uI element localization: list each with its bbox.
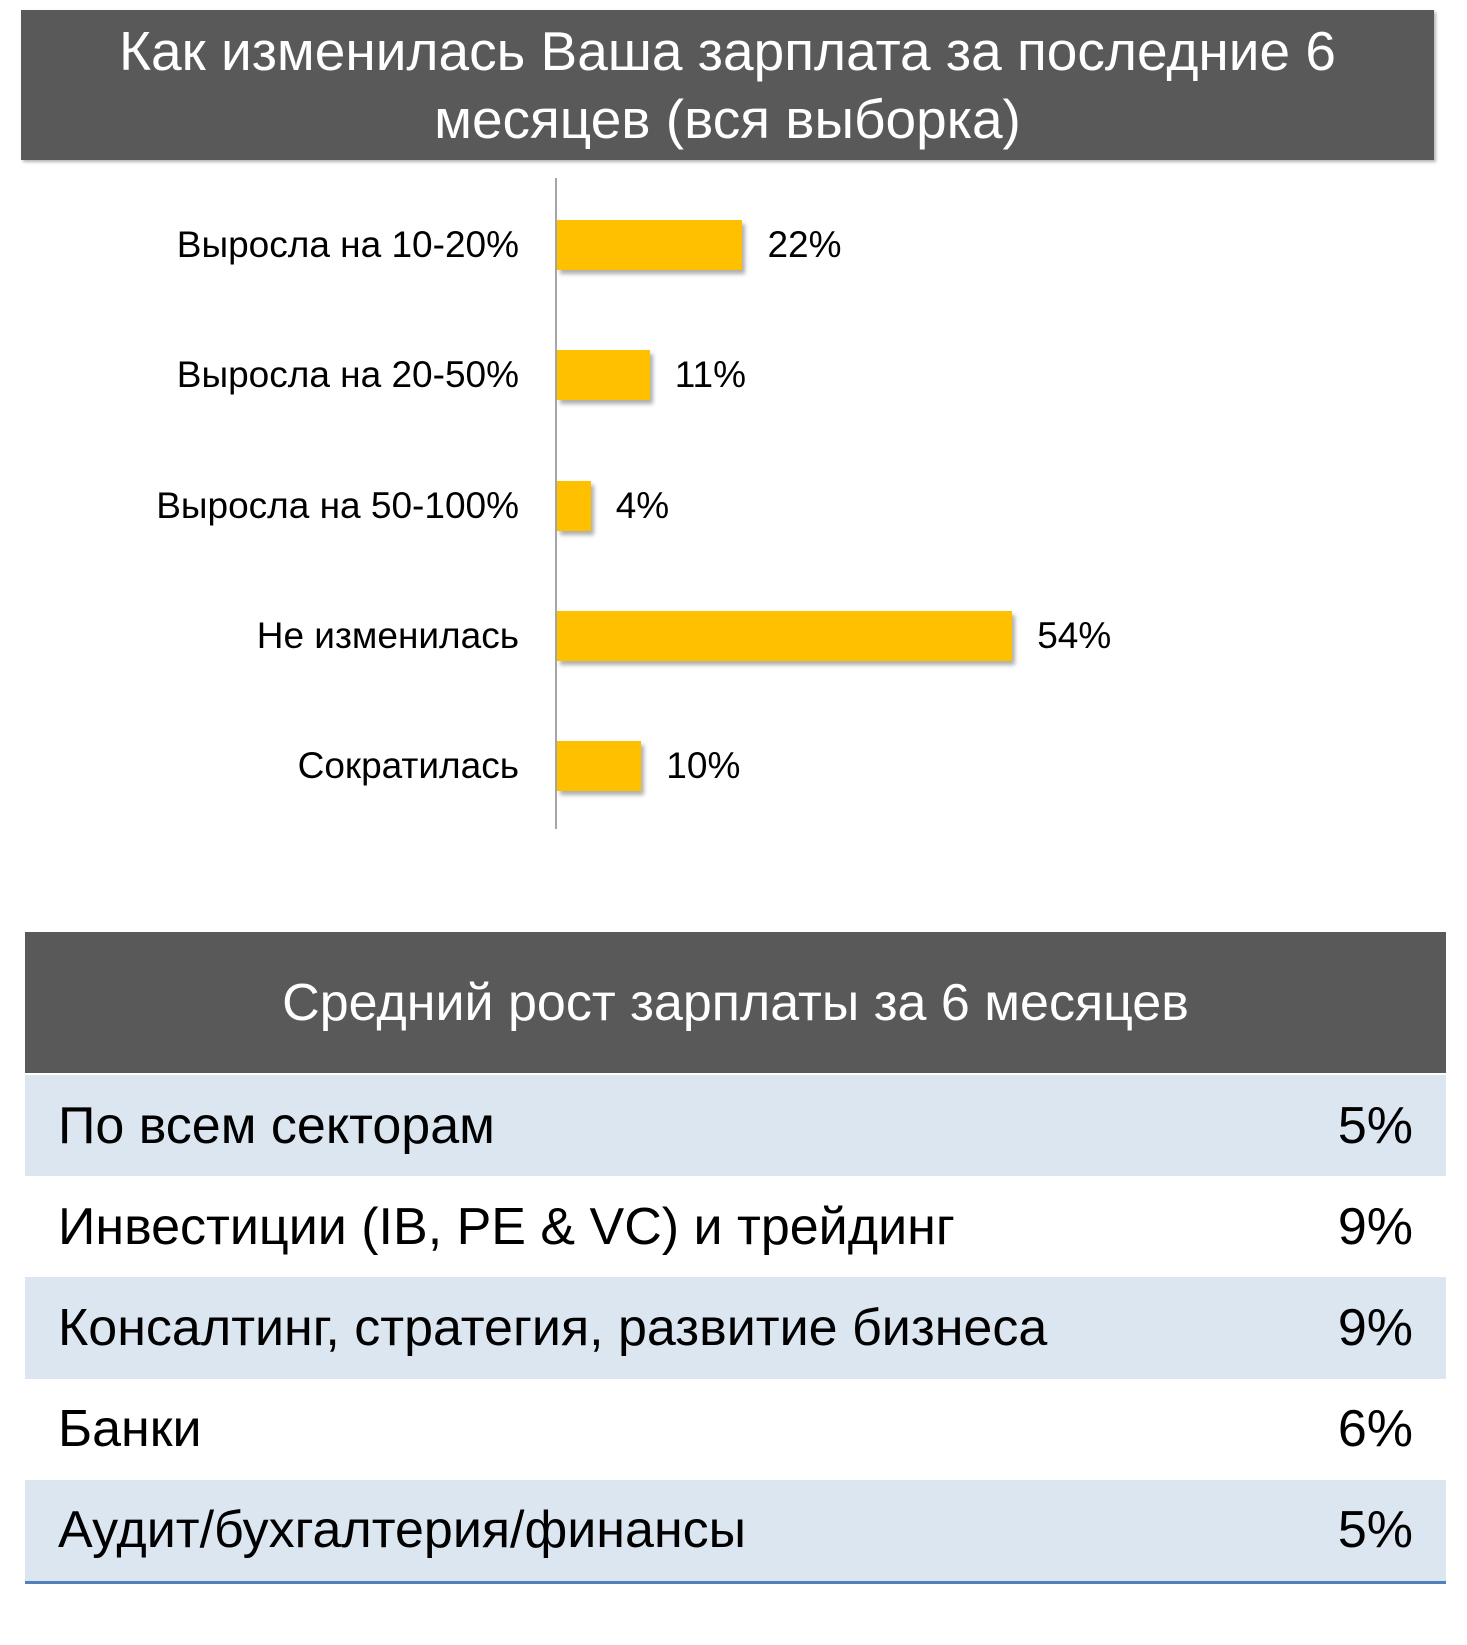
table-row: Банки 6% (25, 1378, 1446, 1480)
table-row: По всем секторам 5% (25, 1075, 1446, 1177)
category-label: Сократилась (297, 745, 519, 787)
data-label: 11% (674, 354, 747, 396)
bar (557, 480, 591, 531)
growth-value: 9% (1337, 1197, 1413, 1256)
growth-value: 6% (1337, 1400, 1413, 1459)
data-label: 10% (666, 745, 741, 787)
data-label: 22% (767, 224, 842, 265)
sector-label: Инвестиции (IB, PE & VC) и трейдинг (58, 1197, 955, 1256)
sector-label: Консалтинг, стратегия, развитие бизнеса (58, 1298, 1048, 1357)
data-label: 54% (1037, 614, 1112, 656)
bar (557, 741, 642, 792)
category-axis-line (555, 178, 557, 829)
bar (557, 220, 743, 270)
sector-label: Банки (58, 1400, 202, 1459)
growth-value: 5% (1337, 1501, 1413, 1560)
chart-title-banner: Как изменилась Ваша зарплата за последни… (21, 10, 1434, 160)
growth-value: 5% (1337, 1096, 1413, 1155)
salary-growth-table: Средний рост зарплаты за 6 месяцев По вс… (25, 932, 1446, 1584)
table-row: Инвестиции (IB, PE & VC) и трейдинг 9% (25, 1176, 1446, 1278)
category-label: Выросла на 10-20% (176, 224, 519, 265)
growth-value: 9% (1337, 1298, 1413, 1357)
category-label: Не изменилась (256, 614, 519, 656)
category-label: Выросла на 50-100% (156, 484, 519, 526)
table-row: Аудит/бухгалтерия/финансы 5% (25, 1479, 1446, 1581)
salary-change-bar-chart: Выросла на 10-20% 22% Выросла на 20-50% 11%… (156, 178, 1112, 829)
sector-label: По всем секторам (58, 1096, 495, 1155)
sector-label: Аудит/бухгалтерия/финансы (58, 1501, 747, 1560)
bar (557, 610, 1013, 661)
table-title: Средний рост зарплаты за 6 месяцев (25, 932, 1446, 1073)
category-label: Выросла на 20-50% (176, 354, 519, 396)
bar (557, 350, 650, 401)
table-row: Консалтинг, стратегия, развитие бизнеса … (25, 1277, 1446, 1379)
chart-title: Как изменилась Ваша зарплата за последни… (119, 20, 1336, 150)
data-label: 4% (615, 484, 670, 526)
